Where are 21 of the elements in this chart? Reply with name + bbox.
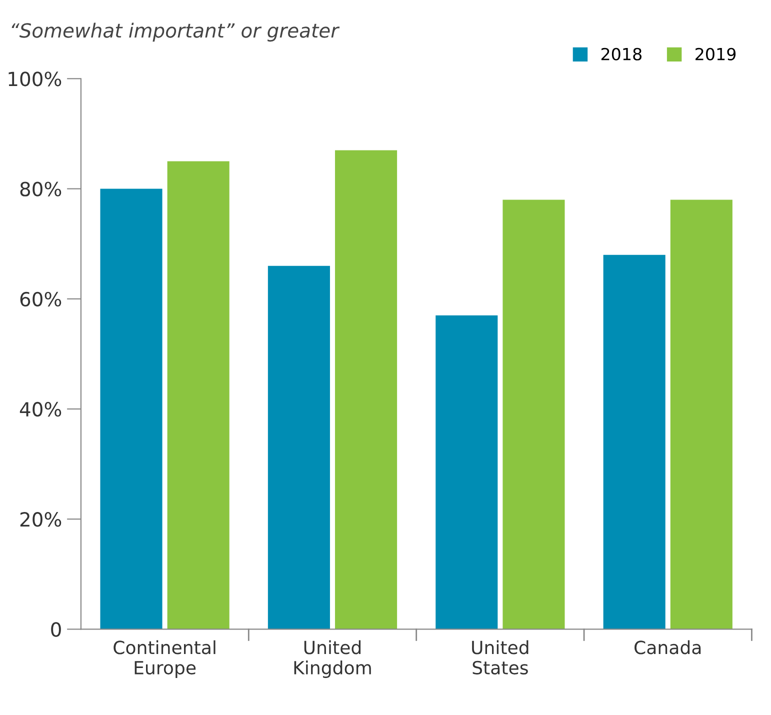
bar bbox=[167, 161, 230, 630]
x-tick-label: United States bbox=[472, 640, 528, 675]
bar bbox=[436, 315, 498, 630]
y-tick-label: 0 bbox=[51, 622, 61, 637]
bar bbox=[603, 254, 666, 630]
x-tick-label: Continental Europe bbox=[114, 640, 216, 678]
chart-title: “Somewhat important” or greater bbox=[12, 22, 340, 42]
y-tick-label: 60% bbox=[20, 292, 62, 307]
y-tick-label: 80% bbox=[20, 182, 62, 196]
bar bbox=[502, 200, 565, 630]
x-tick-label: United Kingdom bbox=[294, 640, 371, 678]
bar bbox=[670, 200, 732, 630]
y-tick-label: 40% bbox=[20, 402, 62, 417]
legend-label: 2018 bbox=[601, 48, 642, 60]
x-tick-label: Canada bbox=[634, 640, 701, 654]
bar bbox=[268, 266, 330, 630]
legend-label: 2019 bbox=[696, 48, 736, 60]
y-tick-label: 100% bbox=[8, 72, 62, 86]
y-tick-label: 20% bbox=[20, 512, 62, 527]
bar bbox=[100, 188, 162, 630]
bar bbox=[335, 150, 398, 630]
